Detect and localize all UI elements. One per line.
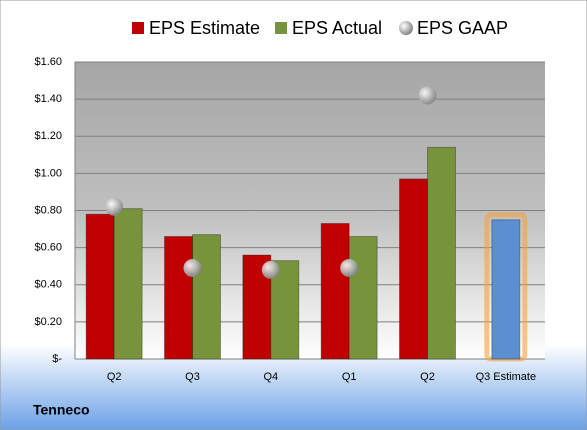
bar: [113, 208, 143, 360]
bar: [164, 235, 193, 360]
bar: [192, 234, 221, 360]
gaap-marker: [105, 197, 124, 216]
legend-text: EPS GAAP: [417, 18, 508, 38]
legend-text: EPS Estimate: [149, 18, 260, 38]
x-tick-label: Q2: [107, 371, 122, 383]
y-tick-label: $1.00: [34, 167, 62, 179]
gaap-marker: [183, 259, 202, 278]
gaap-marker: [340, 259, 359, 278]
legend-text: EPS Actual: [292, 18, 382, 38]
legend-marker: [132, 22, 144, 34]
bar: [399, 178, 428, 360]
bar: [320, 222, 350, 360]
x-tick-label: Q1: [342, 371, 357, 383]
y-tick-label: $0.40: [34, 279, 62, 291]
y-tick-label: $1.40: [34, 93, 62, 105]
legend-marker: [399, 21, 413, 35]
y-tick-label: $0.20: [34, 316, 62, 328]
bar: [427, 146, 456, 360]
y-tick-label: $-: [52, 353, 62, 365]
caption: Tenneco: [33, 402, 90, 418]
bar: [491, 219, 521, 360]
x-tick-label: Q4: [263, 371, 278, 383]
bar: [85, 213, 115, 360]
gaap-marker: [261, 260, 280, 279]
bar: [348, 235, 378, 360]
y-tick-label: $0.80: [34, 204, 62, 216]
x-tick-label: Q3 Estimate: [476, 371, 537, 383]
legend-marker: [275, 22, 287, 34]
gaap-marker: [418, 86, 437, 105]
y-tick-label: $1.20: [34, 130, 62, 142]
x-tick-label: Q2: [420, 371, 435, 383]
y-tick-label: $0.60: [34, 242, 62, 254]
y-tick-label: $1.60: [34, 56, 62, 68]
x-tick-label: Q3: [185, 371, 200, 383]
